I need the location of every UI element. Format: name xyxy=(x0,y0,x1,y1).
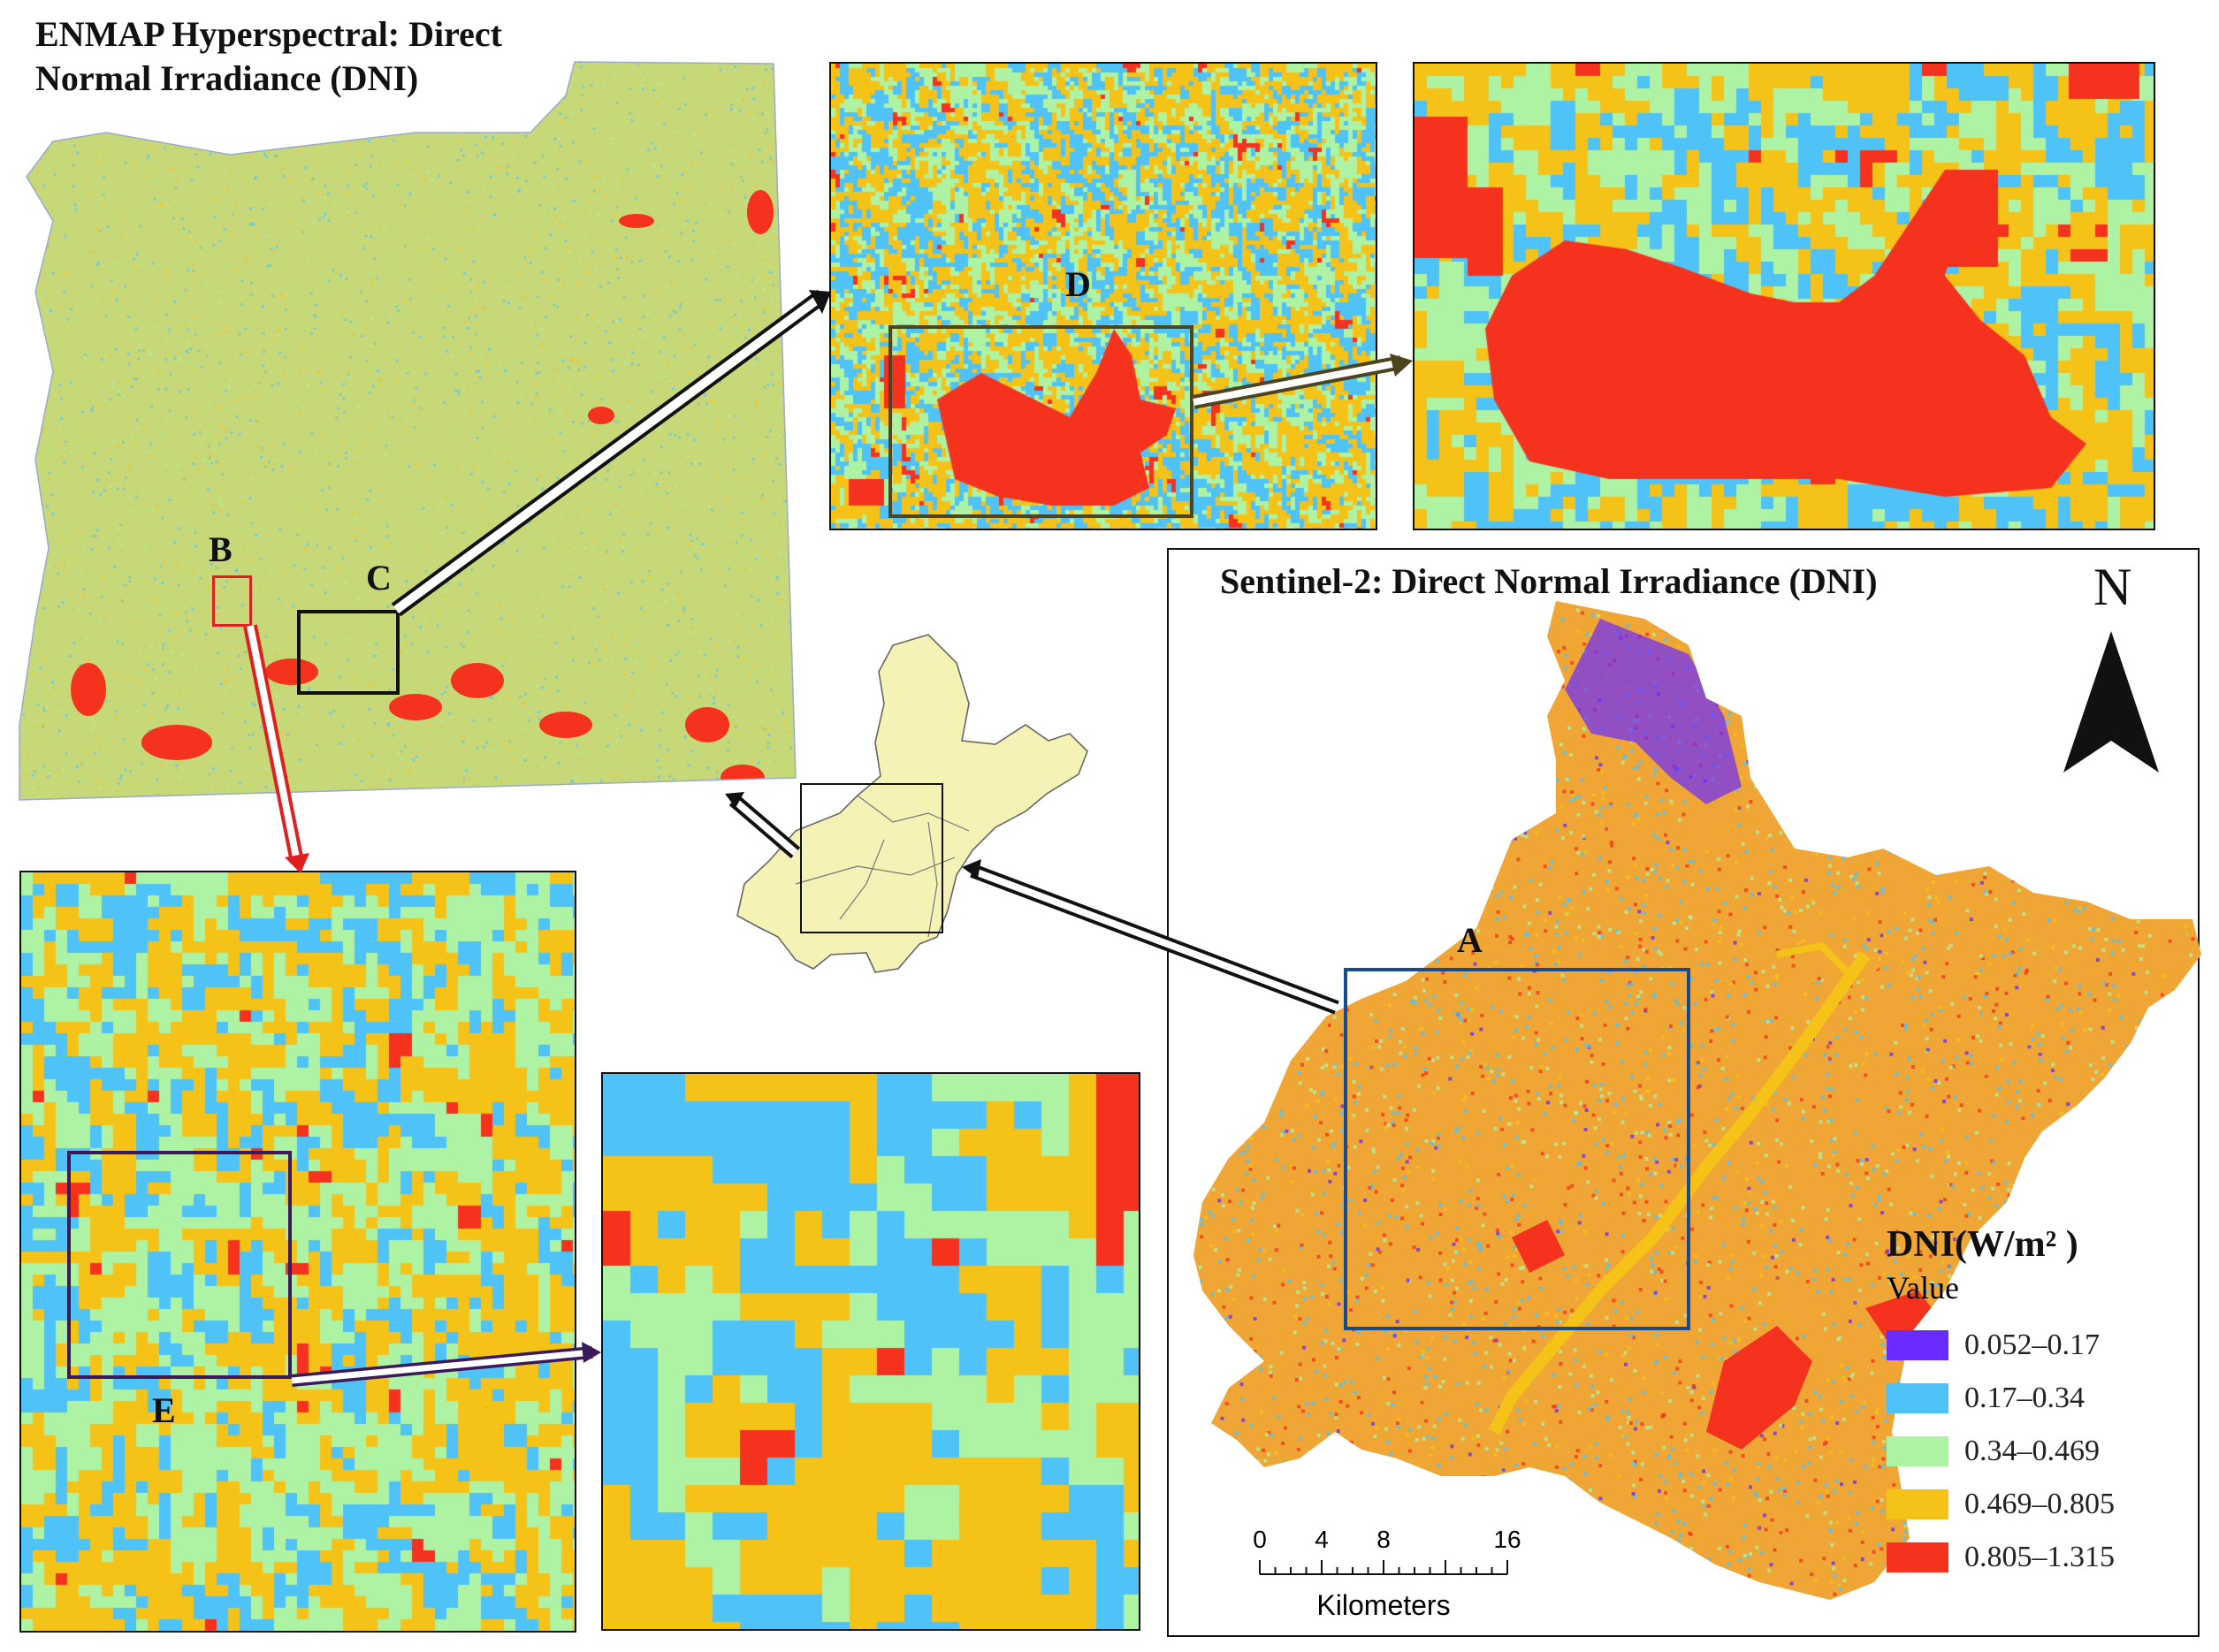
scale-tick-0: 0 xyxy=(1253,1526,1267,1553)
panel-e-zoom xyxy=(601,1072,1140,1631)
legend-range: 0.469–0.805 xyxy=(1964,1488,2115,1520)
enmap-main-map xyxy=(19,61,797,801)
north-arrow-icon xyxy=(2063,631,2159,773)
legend-row: 0.17–0.34 xyxy=(1887,1372,2187,1425)
panel-c-zoom xyxy=(829,62,1377,530)
scale-tick-16: 16 xyxy=(1493,1526,1521,1553)
label-b: B xyxy=(209,529,233,569)
enmap-title: ENMAP Hyperspectral: Direct Normal Irrad… xyxy=(35,12,502,101)
north-letter: N xyxy=(2093,558,2132,616)
legend-swatch xyxy=(1887,1489,1948,1519)
legend-swatch xyxy=(1887,1383,1948,1413)
sentinel-title: Sentinel-2: Direct Normal Irradiance (DN… xyxy=(1220,561,1878,601)
legend-swatch xyxy=(1887,1330,1948,1360)
panel-d-zoom xyxy=(1413,62,2155,530)
legend-range: 0.052–0.17 xyxy=(1964,1328,2100,1361)
legend-range: 0.34–0.469 xyxy=(1964,1435,2100,1467)
legend-range: 0.805–1.315 xyxy=(1964,1541,2115,1573)
sentinel-frame xyxy=(1167,548,2200,1637)
label-e: E xyxy=(152,1390,176,1430)
legend-row: 0.052–0.17 xyxy=(1887,1319,2187,1372)
scale-unit: Kilometers xyxy=(1316,1589,1450,1621)
label-c: C xyxy=(366,558,392,598)
enmap-title-line1: ENMAP Hyperspectral: Direct xyxy=(35,14,502,54)
box-c xyxy=(297,610,400,695)
scale-tick-8: 8 xyxy=(1376,1526,1391,1553)
box-b xyxy=(212,575,252,627)
box-e xyxy=(67,1151,292,1379)
box-a xyxy=(1344,968,1690,1330)
label-d: D xyxy=(1065,264,1091,304)
locator-map xyxy=(736,634,1088,973)
legend-range: 0.17–0.34 xyxy=(1964,1382,2085,1414)
legend: DNI(W/m² ) Value 0.052–0.17 0.17–0.34 0.34… xyxy=(1887,1223,2187,1584)
legend-rows: 0.052–0.17 0.17–0.34 0.34–0.469 0.469–0.805… xyxy=(1887,1319,2187,1584)
enmap-title-line2: Normal Irradiance (DNI) xyxy=(35,58,419,98)
box-d xyxy=(888,325,1193,518)
legend-row: 0.469–0.805 xyxy=(1887,1478,2187,1531)
legend-row: 0.34–0.469 xyxy=(1887,1425,2187,1478)
scale-bar: 0 4 8 16 Kilometers xyxy=(1253,1526,1521,1621)
panel-b-zoom xyxy=(19,871,576,1633)
legend-row: 0.805–1.315 xyxy=(1887,1531,2187,1584)
legend-swatch xyxy=(1887,1542,1948,1572)
legend-title: DNI(W/m² ) xyxy=(1887,1224,2078,1265)
sentinel-map xyxy=(1193,601,2201,1600)
scale-tick-4: 4 xyxy=(1315,1526,1329,1553)
label-a: A xyxy=(1457,920,1483,960)
legend-swatch xyxy=(1887,1436,1948,1466)
legend-subtitle: Value xyxy=(1887,1270,1959,1306)
